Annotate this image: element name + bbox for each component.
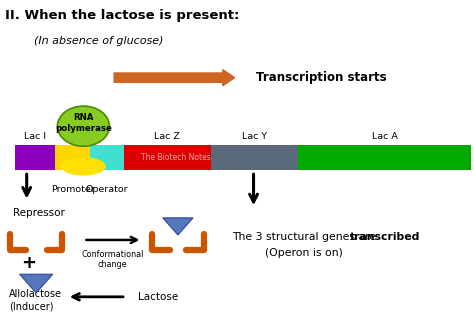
Bar xyxy=(55,144,91,170)
Text: Allolactose
(Inducer): Allolactose (Inducer) xyxy=(9,289,62,311)
Polygon shape xyxy=(19,274,53,293)
Text: Lactose: Lactose xyxy=(138,292,178,302)
Bar xyxy=(299,144,471,170)
Ellipse shape xyxy=(61,157,106,175)
Text: Lac Y: Lac Y xyxy=(242,132,267,141)
Text: Transcription starts: Transcription starts xyxy=(256,71,386,84)
Text: Lac A: Lac A xyxy=(372,132,397,141)
Text: +: + xyxy=(21,254,36,272)
Text: The Biotech Notes: The Biotech Notes xyxy=(141,153,210,162)
Text: Operator: Operator xyxy=(86,185,128,194)
Text: (Operon is on): (Operon is on) xyxy=(265,248,343,258)
Ellipse shape xyxy=(57,106,109,146)
Bar xyxy=(91,144,124,170)
Text: transcribed: transcribed xyxy=(350,232,420,242)
Text: Lac Z: Lac Z xyxy=(154,132,180,141)
Bar xyxy=(211,144,299,170)
Bar xyxy=(124,144,211,170)
Text: Promoter: Promoter xyxy=(51,185,94,194)
FancyArrow shape xyxy=(114,70,235,86)
Text: RNA
polymerase: RNA polymerase xyxy=(55,113,112,133)
Text: (In absence of glucose): (In absence of glucose) xyxy=(34,36,163,46)
Text: Conformational
change: Conformational change xyxy=(82,250,144,269)
Text: Repressor: Repressor xyxy=(12,208,64,218)
Polygon shape xyxy=(163,218,193,235)
Bar xyxy=(15,144,55,170)
Text: Lac I: Lac I xyxy=(24,132,46,141)
Text: II. When the lactose is present:: II. When the lactose is present: xyxy=(5,9,240,22)
Text: The 3 structural genes are: The 3 structural genes are xyxy=(232,232,380,242)
